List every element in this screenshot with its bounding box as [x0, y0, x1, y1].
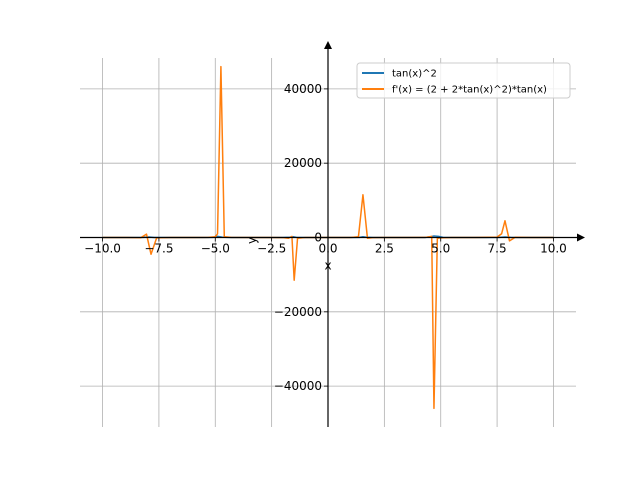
x-tick-label-2: −5.0 — [201, 242, 230, 256]
y-tick-label-2: 0 — [314, 231, 322, 245]
y-tick-label-0: −40000 — [274, 379, 322, 393]
x-tick-label-4: 0.0 — [318, 242, 337, 256]
axes — [80, 41, 585, 427]
legend-label-tan-squared: tan(x)^2 — [392, 69, 437, 80]
y-tick-label-1: −20000 — [274, 305, 322, 319]
x-tick-label-6: 5.0 — [431, 242, 450, 256]
x-axis-arrow-icon — [577, 233, 585, 242]
legend: tan(x)^2 f'(x) = (2 + 2*tan(x)^2)*tan(x) — [356, 62, 571, 99]
legend-label-derivative: f'(x) = (2 + 2*tan(x)^2)*tan(x) — [392, 85, 547, 96]
y-tick-label-4: 40000 — [284, 82, 322, 96]
y-tick-label-3: 20000 — [284, 156, 322, 170]
x-tick-label-8: 10.0 — [540, 242, 567, 256]
y-axis-label: y — [245, 237, 259, 244]
x-tick-label-1: −7.5 — [144, 242, 173, 256]
x-tick-label-7: 7.5 — [488, 242, 507, 256]
y-axis-arrow-icon — [324, 41, 332, 49]
tick-labels: −10.0 −7.5 −5.0 −2.5 0.0 2.5 5.0 7.5 10.0 −40000 −… — [84, 82, 567, 393]
x-tick-label-0: −10.0 — [84, 242, 121, 256]
legend-box — [356, 62, 571, 99]
x-tick-label-5: 2.5 — [375, 242, 394, 256]
x-axis-label: x — [324, 259, 331, 273]
x-tick-label-3: −2.5 — [257, 242, 286, 256]
